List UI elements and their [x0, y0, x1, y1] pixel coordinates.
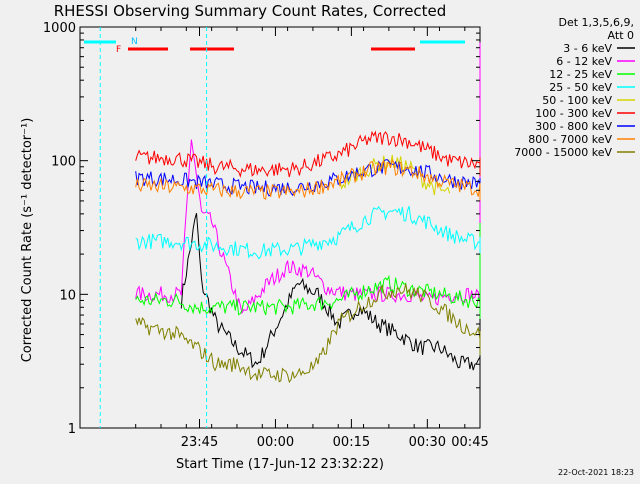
y-tick-label: 100 — [51, 155, 76, 170]
chart-title: RHESSI Observing Summary Count Rates, Co… — [54, 2, 447, 20]
series-line-5 — [135, 130, 481, 178]
x-tick-label: 00:45 — [451, 435, 488, 450]
legend-label: 25 - 50 keV — [549, 81, 612, 94]
flag-label-f: F — [116, 45, 121, 55]
y-tick-label: 1 — [68, 422, 76, 437]
series-line-4 — [337, 154, 451, 196]
x-tick-label: 23:45 — [181, 435, 218, 450]
legend-label: 100 - 300 keV — [535, 107, 612, 120]
series-line-7 — [135, 158, 481, 201]
y-tick-label: 10 — [59, 288, 76, 303]
legend-label: 12 - 25 keV — [549, 68, 612, 81]
flag-label-n: N — [131, 37, 138, 47]
legend-label: 3 - 6 keV — [563, 42, 612, 55]
legend-header-line-1: Det 1,3,5,6,9, — [558, 16, 634, 29]
series-line-8 — [135, 283, 481, 384]
legend-label: 50 - 100 keV — [542, 94, 612, 107]
x-tick-label: 00:30 — [409, 435, 446, 450]
series-lines — [135, 42, 481, 384]
legend-label: 6 - 12 keV — [556, 55, 612, 68]
x-axis-label: Start Time (17-Jun-12 23:32:22) — [176, 457, 384, 472]
y-tick-label: 1000 — [43, 21, 76, 36]
axes: 1 10 100 1000 23:45 00:00 00:15 00:30 00:45 — [43, 21, 489, 450]
legend-label: 800 - 7000 keV — [528, 133, 612, 146]
series-line-6 — [135, 159, 481, 197]
legend-label: 7000 - 15000 keV — [514, 146, 612, 159]
legend-header-line-2: Att 0 — [608, 29, 634, 42]
flag-markers: F N — [84, 37, 465, 55]
x-tick-label: 00:00 — [257, 435, 294, 450]
series-line-3 — [135, 205, 481, 260]
x-tick-label: 00:15 — [333, 435, 370, 450]
plot-frame — [79, 26, 481, 429]
legend-label: 300 - 800 keV — [535, 120, 612, 133]
y-axis-label: Corrected Count Rate (s⁻¹ detector⁻¹) — [20, 118, 35, 363]
footer-date: 22-Oct-2021 18:23 — [558, 468, 634, 477]
